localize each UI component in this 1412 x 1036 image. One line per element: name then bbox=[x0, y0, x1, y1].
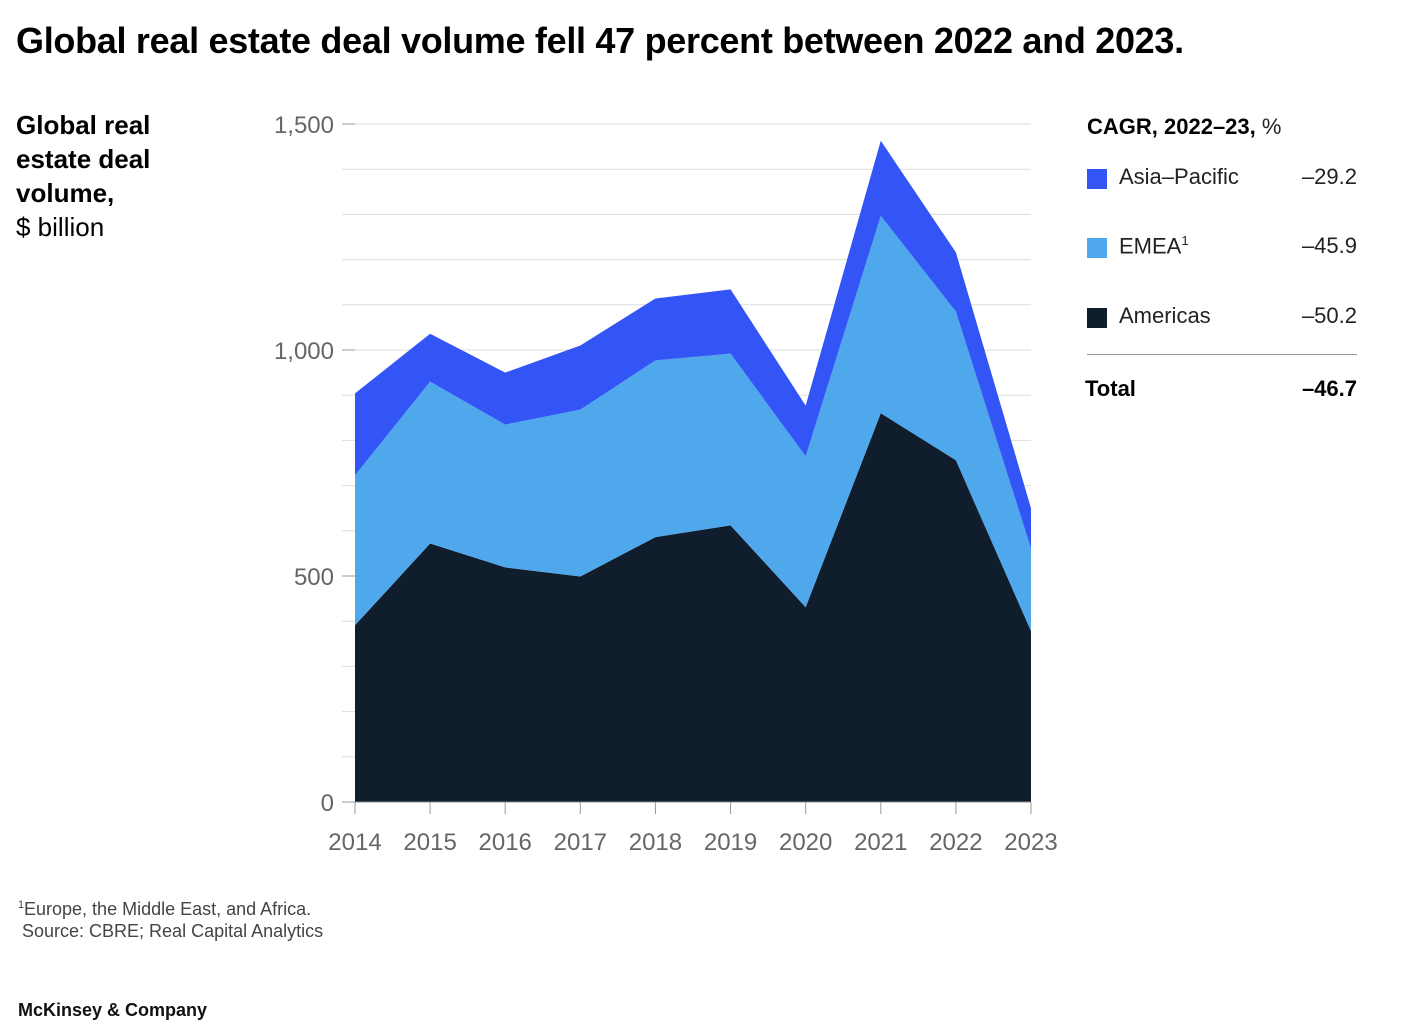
x-tick-label: 2021 bbox=[854, 829, 907, 856]
x-tick-label: 2018 bbox=[629, 829, 682, 856]
legend-item-americas: Americas –50.2 bbox=[1087, 303, 1357, 333]
legend-label: Asia–Pacific bbox=[1119, 164, 1239, 189]
swatch-asia-pacific bbox=[1087, 169, 1107, 189]
legend-label: EMEA1 bbox=[1119, 233, 1189, 259]
legend: CAGR, 2022–23, % Asia–Pacific –29.2 EMEA1… bbox=[1085, 114, 1357, 401]
x-tick-label: 2014 bbox=[328, 829, 381, 856]
x-tick-label: 2015 bbox=[403, 829, 456, 856]
legend-title: CAGR, 2022–23, % bbox=[1087, 114, 1357, 140]
x-tick-label: 2019 bbox=[704, 829, 757, 856]
area-emea bbox=[355, 215, 1031, 632]
y-tick-label: 1,000 bbox=[274, 338, 334, 365]
legend-title-unit: % bbox=[1261, 114, 1282, 139]
legend-label: Americas bbox=[1119, 303, 1211, 328]
x-tick-label: 2017 bbox=[554, 829, 607, 856]
x-tick-label: 2020 bbox=[779, 829, 832, 856]
legend-item-emea: EMEA1 –45.9 bbox=[1087, 233, 1357, 263]
swatch-americas bbox=[1087, 308, 1107, 328]
y-axis-unit: $ billion bbox=[16, 212, 105, 242]
legend-item-asia-pacific: Asia–Pacific –29.2 bbox=[1087, 164, 1357, 194]
footnote-1: 1Europe, the Middle East, and Africa. bbox=[18, 894, 323, 920]
total-label: Total bbox=[1085, 376, 1136, 401]
y-tick-label: 500 bbox=[294, 564, 334, 591]
x-tick-label: 2022 bbox=[929, 829, 982, 856]
footnote-marker: 1 bbox=[1181, 233, 1189, 248]
area-asia-pacific bbox=[355, 140, 1031, 549]
y-axis-label-bold: Global real estate deal volume, bbox=[16, 110, 151, 208]
legend-label-text: EMEA bbox=[1119, 233, 1182, 259]
x-tick-label: 2016 bbox=[479, 829, 532, 856]
source-note: Source: CBRE; Real Capital Analytics bbox=[22, 921, 324, 941]
footnote-text: Europe, the Middle East, and Africa. bbox=[24, 899, 312, 919]
total-value: –46.7 bbox=[1301, 376, 1357, 401]
legend-value: –45.9 bbox=[1301, 233, 1357, 258]
legend-value: –29.2 bbox=[1301, 164, 1357, 189]
x-tick-label: 2023 bbox=[1004, 829, 1057, 856]
legend-total: Total –46.7 bbox=[1085, 376, 1357, 402]
swatch-emea bbox=[1087, 238, 1107, 258]
footnotes: 1Europe, the Middle East, and Africa. So… bbox=[18, 894, 323, 942]
brand-logo-text: McKinsey & Company bbox=[18, 1000, 208, 1020]
footnote-marker: 1 bbox=[18, 899, 25, 911]
y-axis-label: Global real estate deal volume, $ billion bbox=[16, 108, 186, 244]
y-tick-label: 0 bbox=[321, 790, 334, 817]
area-americas bbox=[355, 413, 1031, 802]
legend-value: –50.2 bbox=[1301, 303, 1357, 328]
legend-title-bold: CAGR, 2022–23, bbox=[1087, 114, 1256, 139]
chart-title: Global real estate deal volume fell 47 p… bbox=[16, 20, 1184, 61]
legend-divider bbox=[1087, 354, 1357, 355]
y-tick-label: 1,500 bbox=[274, 112, 334, 139]
